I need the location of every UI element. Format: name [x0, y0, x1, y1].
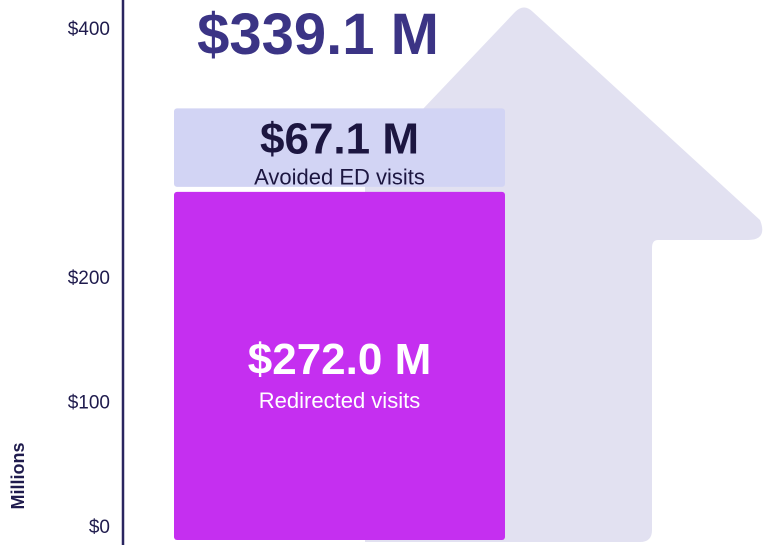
y-axis-ticks: $0 $100 $200 $400: [68, 19, 110, 538]
segment-name-label: Redirected visits: [259, 388, 420, 413]
y-axis-label: Millions: [8, 443, 28, 510]
segment-value-label: $272.0 M: [248, 335, 431, 384]
bar-segment: [174, 191, 505, 541]
bar-segment: [174, 108, 505, 187]
y-tick-label: $200: [68, 268, 110, 289]
y-tick-label: $0: [89, 517, 110, 538]
y-tick-label: $100: [68, 393, 110, 414]
segment-value-label: $67.1 M: [260, 115, 419, 164]
y-tick-label: $400: [68, 19, 110, 40]
stacked-bar: $272.0 M Redirected visits $67.1 MAvoided …: [174, 108, 505, 541]
total-value-label: $339.1 M: [197, 2, 439, 67]
segment-name-label: Avoided ED visits: [254, 165, 425, 190]
